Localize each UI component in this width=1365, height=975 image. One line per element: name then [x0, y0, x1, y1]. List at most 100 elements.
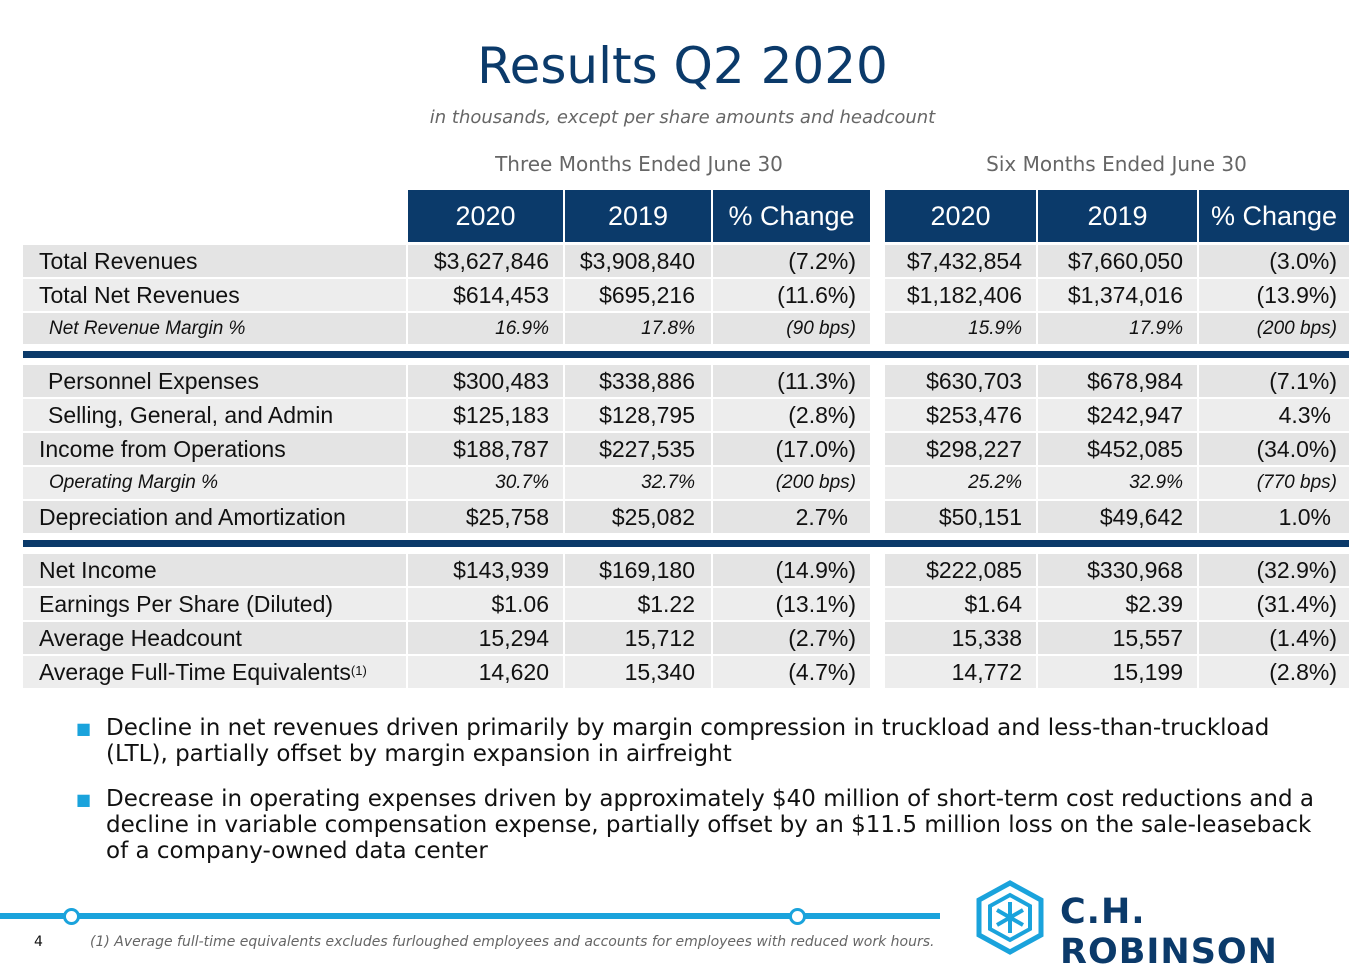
- column-header-2020-q: 2020: [408, 190, 563, 242]
- table-cell: $1.64: [885, 588, 1036, 620]
- table-cell: 15,557: [1038, 622, 1197, 654]
- section-divider: [23, 540, 1349, 547]
- brand-name: C.H. ROBINSON: [1060, 892, 1278, 972]
- row-label: Selling, General, and Admin: [23, 399, 406, 431]
- column-header-2019-ytd: 2019: [1038, 190, 1197, 242]
- table-cell: (7.2%): [713, 245, 870, 277]
- row-label: Income from Operations: [23, 433, 406, 465]
- table-cell: $1,374,016: [1038, 279, 1197, 311]
- table-cell: $253,476: [885, 399, 1036, 431]
- row-label: Personnel Expenses: [23, 365, 406, 397]
- table-cell: (11.6%): [713, 279, 870, 311]
- bullet-icon: ■: [76, 790, 92, 809]
- table-row: Average Full-Time Equivalents (1) 14,620 …: [23, 656, 1349, 688]
- bullet-icon: ■: [76, 719, 92, 738]
- table-cell: (3.0%): [1199, 245, 1349, 277]
- table-cell: $242,947: [1038, 399, 1197, 431]
- table-cell: $227,535: [565, 433, 711, 465]
- table-cell: (32.9%): [1199, 554, 1349, 586]
- table-cell: (4.7%): [713, 656, 870, 688]
- table-cell: (13.9%): [1199, 279, 1349, 311]
- footer-dot: [63, 908, 80, 925]
- table-cell: $3,908,840: [565, 245, 711, 277]
- table-cell: $25,758: [408, 501, 563, 533]
- ch-robinson-logo-icon: [976, 880, 1044, 955]
- table-cell: $169,180: [565, 554, 711, 586]
- table-cell: (770 bps): [1199, 467, 1349, 499]
- table-cell: 15.9%: [885, 313, 1036, 344]
- page-number: 4: [34, 934, 43, 950]
- table-cell: $614,453: [408, 279, 563, 311]
- table-cell: (2.8%): [1199, 656, 1349, 688]
- column-header-change-q: % Change: [713, 190, 870, 242]
- table-cell: $452,085: [1038, 433, 1197, 465]
- table-row: Average Headcount 15,294 15,712 (2.7%) 1…: [23, 622, 1349, 654]
- table-cell: (200 bps): [713, 467, 870, 499]
- page-title: Results Q2 2020: [477, 37, 888, 95]
- table-cell: (200 bps): [1199, 313, 1349, 344]
- table-row: Net Revenue Margin % 16.9% 17.8% (90 bps…: [23, 313, 1349, 344]
- table-cell: 32.9%: [1038, 467, 1197, 499]
- table-cell: (34.0%): [1199, 433, 1349, 465]
- table-cell: $1.06: [408, 588, 563, 620]
- row-label: Total Revenues: [23, 245, 406, 277]
- table-row: Total Net Revenues $614,453 $695,216 (11…: [23, 279, 1349, 311]
- table-cell: 17.9%: [1038, 313, 1197, 344]
- table-row: Net Income $143,939 $169,180 (14.9%) $22…: [23, 554, 1349, 586]
- row-label: Earnings Per Share (Diluted): [23, 588, 406, 620]
- table-cell: 16.9%: [408, 313, 563, 344]
- footnote-mark: (1): [350, 662, 367, 678]
- table-cell: $3,627,846: [408, 245, 563, 277]
- table-cell: 15,338: [885, 622, 1036, 654]
- table-cell: 30.7%: [408, 467, 563, 499]
- table-cell: $125,183: [408, 399, 563, 431]
- row-label: Average Full-Time Equivalents (1): [23, 656, 406, 688]
- table-cell: $678,984: [1038, 365, 1197, 397]
- table-cell: 15,294: [408, 622, 563, 654]
- section-divider: [23, 351, 1349, 358]
- table-cell: $630,703: [885, 365, 1036, 397]
- footnote: (1) Average full-time equivalents exclud…: [90, 934, 935, 950]
- table-cell: 32.7%: [565, 467, 711, 499]
- table-row: Total Revenues $3,627,846 $3,908,840 (7.…: [23, 245, 1349, 277]
- period-three-months: Three Months Ended June 30: [495, 152, 783, 176]
- table-cell: $7,660,050: [1038, 245, 1197, 277]
- table-cell: (14.9%): [713, 554, 870, 586]
- table-row: Personnel Expenses $300,483 $338,886 (11…: [23, 365, 1349, 397]
- table-cell: $7,432,854: [885, 245, 1036, 277]
- column-header-2019-q: 2019: [565, 190, 711, 242]
- table-cell: 17.8%: [565, 313, 711, 344]
- table-cell: $143,939: [408, 554, 563, 586]
- table-cell: $222,085: [885, 554, 1036, 586]
- table-cell: $188,787: [408, 433, 563, 465]
- row-label: Net Income: [23, 554, 406, 586]
- table-cell: $49,642: [1038, 501, 1197, 533]
- table-cell: $128,795: [565, 399, 711, 431]
- table-cell: 4.3%: [1199, 399, 1349, 431]
- table-cell: $338,886: [565, 365, 711, 397]
- bullet-text: Decrease in operating expenses driven by…: [106, 786, 1314, 864]
- bullet-text: Decline in net revenues driven primarily…: [106, 715, 1270, 767]
- table-cell: (11.3%): [713, 365, 870, 397]
- table-cell: $1,182,406: [885, 279, 1036, 311]
- table-cell: $330,968: [1038, 554, 1197, 586]
- table-cell: $298,227: [885, 433, 1036, 465]
- row-label: Average Headcount: [23, 622, 406, 654]
- footer-dot: [789, 908, 806, 925]
- table-cell: (1.4%): [1199, 622, 1349, 654]
- row-label-text: Average Full-Time Equivalents: [39, 658, 351, 685]
- table-cell: $300,483: [408, 365, 563, 397]
- row-label: Total Net Revenues: [23, 279, 406, 311]
- period-six-months: Six Months Ended June 30: [986, 152, 1247, 176]
- table-cell: (17.0%): [713, 433, 870, 465]
- footer-line: [0, 913, 940, 919]
- bullet-item: ■ Decrease in operating expenses driven …: [76, 786, 1336, 864]
- table-cell: (2.7%): [713, 622, 870, 654]
- table-cell: $50,151: [885, 501, 1036, 533]
- table-cell: 15,712: [565, 622, 711, 654]
- table-cell: 25.2%: [885, 467, 1036, 499]
- table-row: Depreciation and Amortization $25,758 $2…: [23, 501, 1349, 533]
- table-cell: $2.39: [1038, 588, 1197, 620]
- table-row: Operating Margin % 30.7% 32.7% (200 bps)…: [23, 467, 1349, 499]
- table-cell: 14,620: [408, 656, 563, 688]
